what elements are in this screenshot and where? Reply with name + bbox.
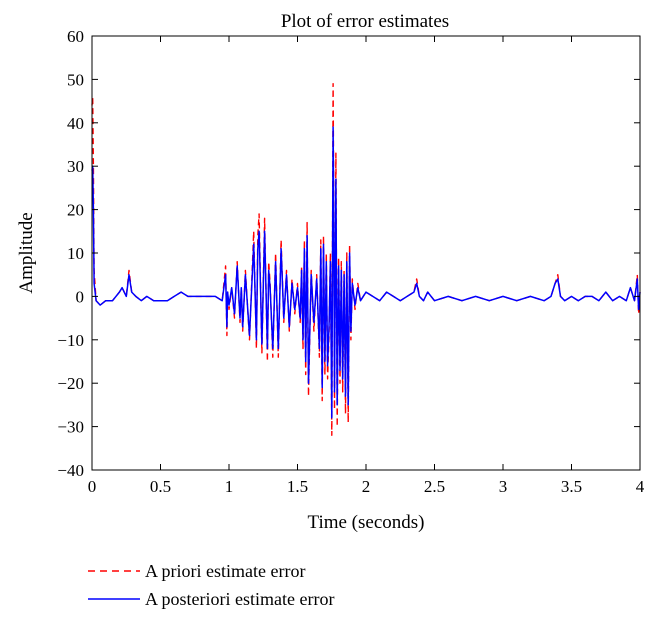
x-tick-label: 0 (88, 477, 97, 496)
legend-label-a-priori: A priori estimate error (145, 561, 305, 581)
y-tick-label: −30 (57, 418, 84, 437)
x-tick-label: 2.5 (424, 477, 445, 496)
plot-frame (91, 35, 641, 471)
legend-label-a-posteriori: A posteriori estimate error (145, 589, 334, 609)
y-axis-label: Amplitude (16, 212, 37, 293)
series-line-a-priori (91, 82, 641, 436)
x-tick-label: 3 (499, 477, 508, 496)
y-tick-label: −20 (57, 374, 84, 393)
y-tick-label: 20 (67, 201, 84, 220)
y-tick-label: 10 (67, 244, 84, 263)
x-tick-label: 3.5 (561, 477, 582, 496)
x-tick-label: 1.5 (287, 477, 308, 496)
chart-title: Plot of error estimates (281, 11, 449, 32)
y-tick-label: 30 (67, 157, 84, 176)
y-tick-label: −10 (57, 331, 84, 350)
y-tick-label: 50 (67, 70, 84, 89)
legend: A priori estimate error A posteriori est… (88, 561, 334, 609)
x-axis-label: Time (seconds) (308, 512, 425, 533)
plot-series (91, 82, 641, 436)
series-line-a-posteriori (91, 126, 641, 419)
x-tick-label: 1 (225, 477, 234, 496)
x-axis-ticks: 0 0.5 1 1.5 2 2.5 3 3.5 4 (88, 36, 645, 496)
y-tick-label: 40 (67, 114, 84, 133)
y-axis-ticks: 60 50 40 30 20 10 0 −10 −20 −30 −40 (57, 27, 640, 480)
y-tick-label: −40 (57, 461, 84, 480)
y-tick-label: 0 (76, 287, 85, 306)
x-tick-label: 2 (362, 477, 371, 496)
y-tick-label: 60 (67, 27, 84, 46)
x-tick-label: 4 (636, 477, 645, 496)
x-tick-label: 0.5 (150, 477, 171, 496)
